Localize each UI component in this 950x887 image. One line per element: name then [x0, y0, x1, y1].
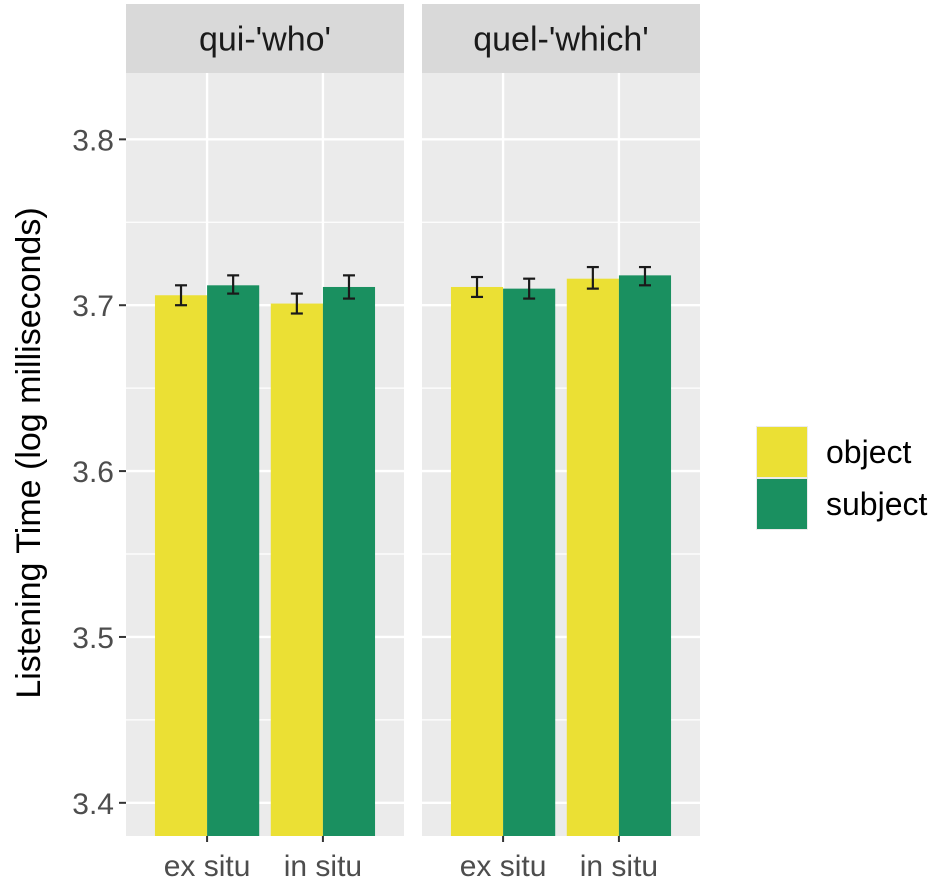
- panels-layer: qui-'who' ex situ in situ quel-'which' ex si…: [126, 4, 700, 883]
- y-tick-label: 3.8: [72, 124, 114, 157]
- legend: object subject: [756, 426, 928, 530]
- x-tick-label: ex situ: [164, 850, 251, 883]
- y-tick-label: 3.7: [72, 290, 114, 323]
- bar-object: [450, 286, 504, 836]
- bar-subject: [207, 285, 260, 836]
- legend-swatch: [757, 427, 807, 477]
- error-bar: [342, 274, 355, 300]
- legend-item: object: [756, 426, 912, 478]
- y-axis: 3.4 3.5 3.6 3.7 3.8: [72, 124, 126, 821]
- y-axis-title: Listening Time (log milliseconds): [10, 207, 48, 698]
- y-tick-label: 3.4: [72, 788, 114, 821]
- bar-object: [566, 278, 619, 837]
- legend-swatch: [757, 479, 807, 529]
- bar-subject: [503, 288, 556, 836]
- error-bar: [523, 277, 536, 300]
- legend-label: object: [826, 434, 912, 470]
- facet-strip: [422, 4, 700, 73]
- error-bar: [227, 274, 240, 295]
- error-bar: [586, 265, 599, 290]
- y-tick-label: 3.5: [72, 622, 114, 655]
- bar-subject: [322, 286, 376, 836]
- facet-panel: quel-'which' ex situ in situ: [422, 4, 700, 883]
- x-tick-label: in situ: [284, 850, 362, 883]
- error-bar: [471, 275, 484, 299]
- legend-item: subject: [756, 478, 928, 530]
- facet-panel: qui-'who' ex situ in situ: [126, 4, 404, 883]
- error-bar: [175, 284, 188, 307]
- error-bar: [290, 292, 303, 315]
- facet-title: qui-'who': [199, 21, 331, 59]
- bar-object: [270, 303, 323, 836]
- x-tick-label: ex situ: [460, 850, 547, 883]
- y-tick-label: 3.6: [72, 456, 114, 489]
- bar-subject: [618, 275, 672, 837]
- bar-object: [154, 295, 208, 836]
- x-tick-label: in situ: [580, 850, 658, 883]
- error-bar: [638, 265, 651, 287]
- facet-strip: [126, 4, 404, 73]
- facet-title: quel-'which': [473, 21, 649, 59]
- legend-label: subject: [826, 486, 928, 522]
